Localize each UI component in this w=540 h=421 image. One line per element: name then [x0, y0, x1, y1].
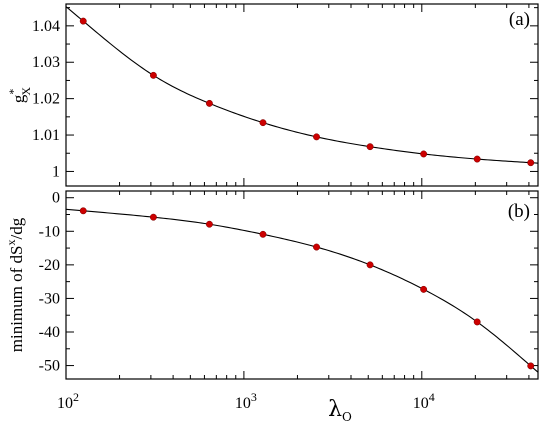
data-point [259, 119, 267, 127]
panel-a-ytick-labels: 1 1.01 1.02 1.03 1.04 [32, 18, 60, 181]
panel-b-ylabel: minimum of dSx/dg [4, 217, 26, 352]
data-point [473, 155, 481, 163]
data-point [366, 261, 374, 269]
data-point [205, 220, 213, 228]
data-point [420, 285, 428, 293]
panel-b-xlabel-main: λ [328, 397, 342, 421]
data-point [473, 318, 481, 326]
data-point [527, 362, 535, 370]
data-point [366, 143, 374, 151]
panel-b-xtick-labels: 102 103 104 [57, 390, 435, 412]
ytick-label: -50 [39, 358, 60, 375]
data-point [313, 133, 320, 141]
panel-b-xlabel: λQ [328, 397, 352, 421]
ytick-label: 1.01 [32, 127, 60, 144]
data-point [420, 150, 428, 158]
ytick-label: 1.03 [32, 54, 60, 71]
data-point [149, 71, 157, 79]
panel-b-xlabel-sub: Q [342, 410, 352, 421]
ytick-label: 1.04 [32, 18, 60, 35]
data-point [79, 207, 87, 215]
xtick-label-base: 10 [235, 395, 251, 412]
ytick-label: -20 [39, 257, 60, 274]
ytick-label: -40 [39, 324, 60, 341]
panel-b: 0-10-20-30-40-50 102 103 104 (b) minimum o… [4, 190, 539, 421]
panel-a-fit-curve [65, 6, 539, 164]
panel-a-ylabel-sup: * [6, 89, 20, 95]
data-point [149, 213, 157, 221]
ytick-label: 1.02 [32, 91, 60, 108]
data-point [205, 99, 213, 107]
panel-a-ylabel: g*X [6, 87, 33, 104]
panel-a-points [79, 17, 535, 167]
panel-b-frame [65, 190, 539, 380]
panel-b-points [79, 207, 535, 370]
panel-b-fit-curve [65, 208, 539, 373]
panel-a-label: (a) [509, 9, 530, 30]
panel-a-frame [65, 3, 539, 187]
panel-a: 1 1.01 1.02 1.03 1.04 (a) g*X [6, 3, 539, 187]
data-point [313, 243, 320, 251]
data-point [79, 17, 87, 25]
ytick-label: -10 [39, 223, 60, 240]
panel-b-label: (b) [508, 201, 530, 222]
panel-a-ylabel-main: g [9, 94, 28, 103]
panel-b-ylabel-sup: x [4, 240, 18, 246]
panel-b-ylabel-tail: /dg [7, 217, 26, 239]
panel-b-ytick-labels: 0 -10 -20 -30 -40 -50 [39, 190, 60, 375]
panel-b-ticks [65, 191, 538, 379]
panel-b-ylabel-main: minimum of dS [7, 246, 26, 353]
xtick-label-exp: 3 [251, 390, 257, 404]
data-point [259, 230, 267, 238]
xtick-label: 103 [235, 390, 257, 412]
xtick-label-exp: 2 [73, 390, 79, 404]
xtick-label-base: 10 [57, 395, 73, 412]
xtick-label: 102 [57, 390, 79, 412]
ytick-label: -30 [39, 290, 60, 307]
xtick-label-exp: 4 [429, 390, 435, 404]
data-point [527, 159, 535, 167]
panel-a-ylabel-sub: X [19, 87, 33, 96]
ytick-label: 0 [52, 190, 60, 207]
xtick-label: 104 [413, 390, 435, 412]
panel-a-ticks [65, 4, 538, 186]
ytick-label: 1 [52, 163, 60, 180]
xtick-label-base: 10 [413, 395, 429, 412]
